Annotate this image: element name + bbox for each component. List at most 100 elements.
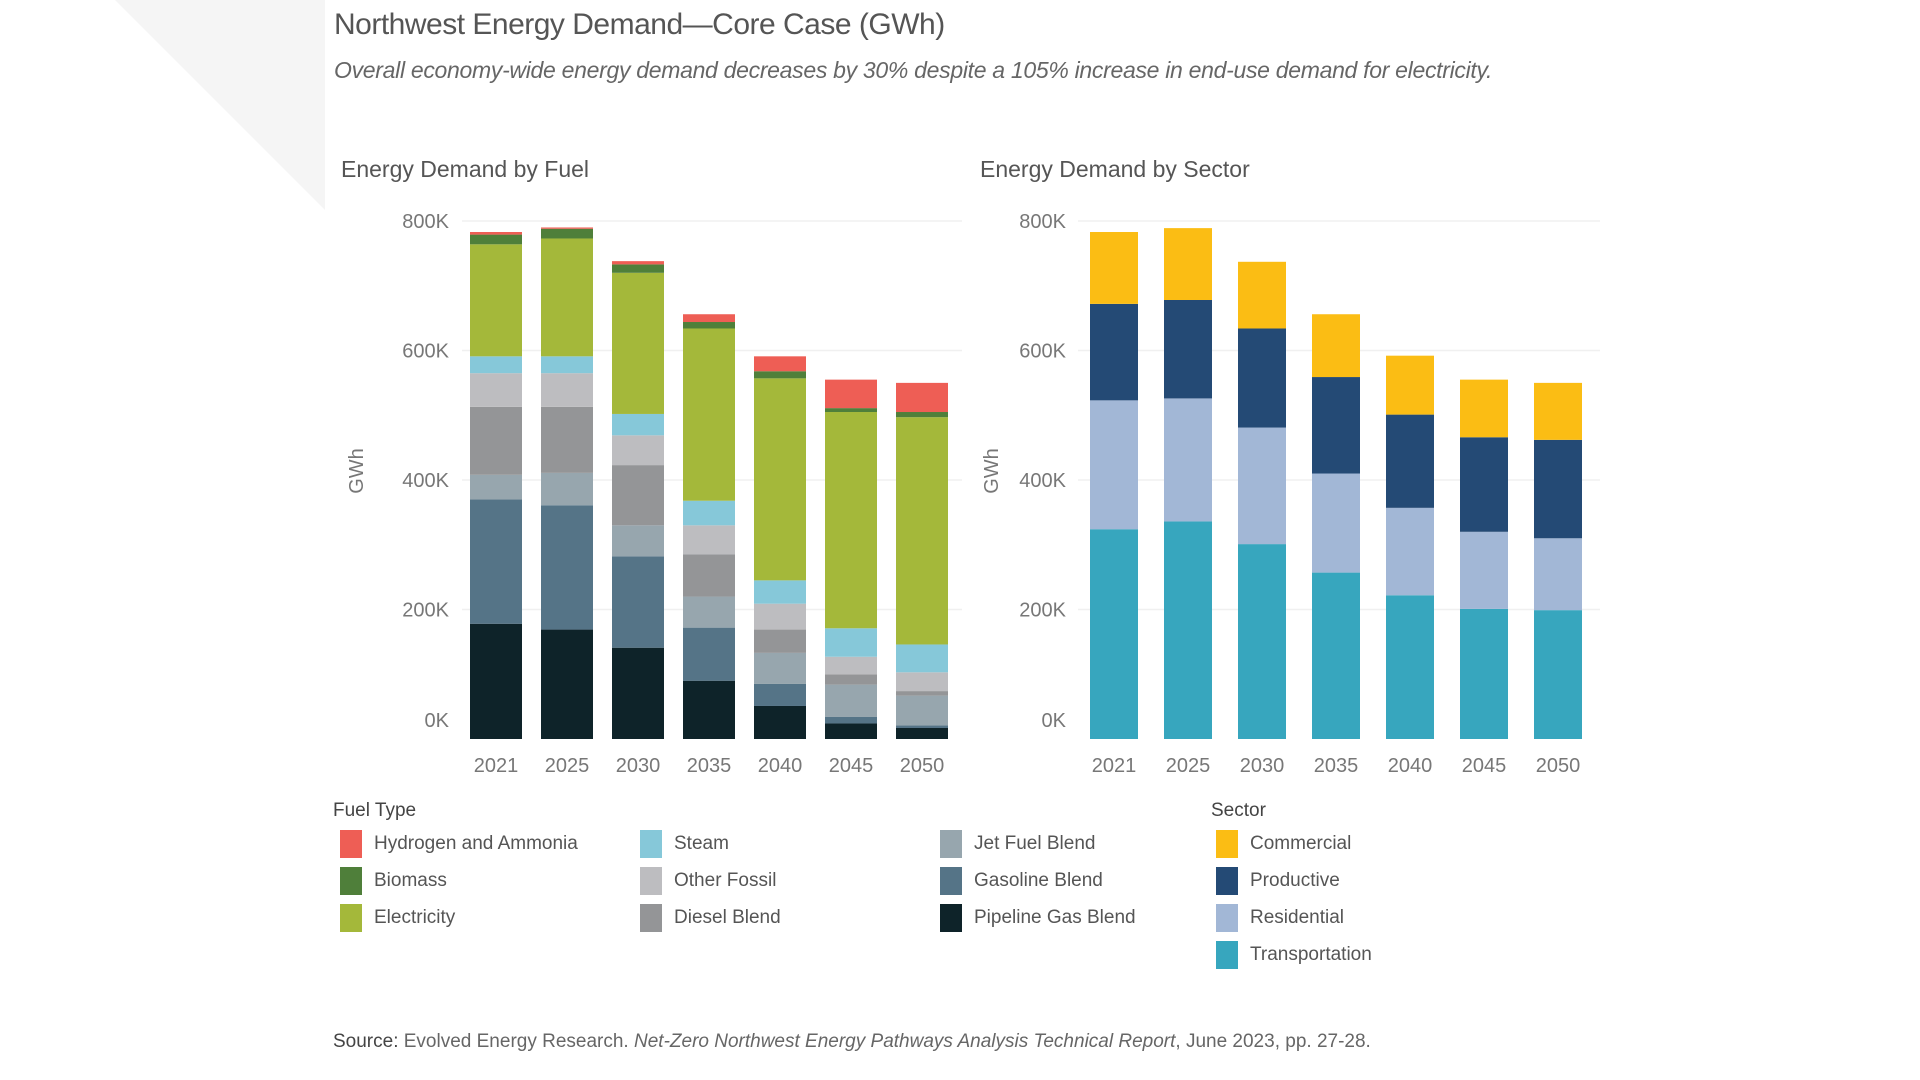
fuel-bar-segment-pipeline-gas-blend[interactable] xyxy=(683,680,735,739)
fuel-bar-segment-electricity[interactable] xyxy=(612,272,664,414)
fuel-bar-segment-biomass[interactable] xyxy=(541,228,593,239)
fuel-bar-segment-gasoline-blend[interactable] xyxy=(825,716,877,724)
fuel-bar-segment-pipeline-gas-blend[interactable] xyxy=(541,629,593,739)
fuel-bar-segment-steam[interactable] xyxy=(612,413,664,436)
fuel-bar-segment-jet-fuel-blend[interactable] xyxy=(470,474,522,500)
sector-bar-segment-transportation[interactable] xyxy=(1534,610,1582,739)
sector-bar-segment-commercial[interactable] xyxy=(1460,379,1508,438)
fuel-bar-segment-diesel-blend[interactable] xyxy=(470,406,522,475)
sector-bar-segment-productive[interactable] xyxy=(1534,439,1582,539)
fuel-bar-segment-other-fossil[interactable] xyxy=(470,373,522,407)
sector-bar-segment-commercial[interactable] xyxy=(1386,355,1434,415)
fuel-bar-segment-electricity[interactable] xyxy=(825,412,877,629)
sector-bar-segment-transportation[interactable] xyxy=(1386,595,1434,739)
fuel-bar-segment-electricity[interactable] xyxy=(541,238,593,357)
fuel-bar-segment-pipeline-gas-blend[interactable] xyxy=(896,727,948,739)
fuel-bar-segment-other-fossil[interactable] xyxy=(612,435,664,466)
sector-legend-item-transportation[interactable]: Transportation xyxy=(1216,941,1372,969)
fuel-bar-segment-pipeline-gas-blend[interactable] xyxy=(612,647,664,739)
fuel-bar-segment-biomass[interactable] xyxy=(470,234,522,245)
fuel-bar-segment-pipeline-gas-blend[interactable] xyxy=(825,723,877,739)
fuel-bar-segment-hydrogen-and-ammonia[interactable] xyxy=(612,261,664,265)
fuel-bar-segment-gasoline-blend[interactable] xyxy=(683,627,735,681)
sector-bar-segment-productive[interactable] xyxy=(1090,303,1138,401)
fuel-bar-segment-jet-fuel-blend[interactable] xyxy=(754,652,806,684)
fuel-bar-segment-steam[interactable] xyxy=(825,628,877,657)
fuel-bar-segment-diesel-blend[interactable] xyxy=(541,406,593,473)
sector-bar-segment-transportation[interactable] xyxy=(1238,544,1286,739)
sector-bar-segment-commercial[interactable] xyxy=(1164,228,1212,300)
fuel-bar-segment-electricity[interactable] xyxy=(754,378,806,581)
sector-bar-segment-productive[interactable] xyxy=(1386,414,1434,508)
sector-bar-segment-residential[interactable] xyxy=(1534,538,1582,611)
sector-legend-item-productive[interactable]: Productive xyxy=(1216,867,1340,895)
sector-bar-segment-productive[interactable] xyxy=(1164,299,1212,399)
fuel-bar-segment-pipeline-gas-blend[interactable] xyxy=(470,623,522,739)
fuel-bar-segment-electricity[interactable] xyxy=(470,244,522,357)
fuel-bar-segment-jet-fuel-blend[interactable] xyxy=(825,684,877,717)
sector-bar-segment-commercial[interactable] xyxy=(1090,232,1138,304)
fuel-bar-segment-jet-fuel-blend[interactable] xyxy=(541,472,593,506)
fuel-bar-segment-diesel-blend[interactable] xyxy=(683,554,735,597)
fuel-legend-item-jet-fuel-blend[interactable]: Jet Fuel Blend xyxy=(940,830,1095,858)
fuel-bar-segment-steam[interactable] xyxy=(470,356,522,374)
fuel-legend-item-gasoline-blend[interactable]: Gasoline Blend xyxy=(940,867,1103,895)
fuel-bar-segment-jet-fuel-blend[interactable] xyxy=(683,596,735,628)
fuel-legend-item-biomass[interactable]: Biomass xyxy=(340,867,447,895)
fuel-bar-segment-gasoline-blend[interactable] xyxy=(541,505,593,630)
fuel-bar-segment-steam[interactable] xyxy=(754,580,806,604)
fuel-bar-segment-biomass[interactable] xyxy=(612,264,664,273)
sector-bar-segment-residential[interactable] xyxy=(1090,400,1138,530)
fuel-bar-segment-hydrogen-and-ammonia[interactable] xyxy=(470,232,522,235)
fuel-bar-segment-gasoline-blend[interactable] xyxy=(896,725,948,728)
fuel-legend-item-hydrogen-and-ammonia[interactable]: Hydrogen and Ammonia xyxy=(340,830,578,858)
sector-bar-segment-transportation[interactable] xyxy=(1090,529,1138,739)
fuel-bar-segment-gasoline-blend[interactable] xyxy=(612,556,664,648)
fuel-bar-segment-electricity[interactable] xyxy=(683,328,735,501)
fuel-bar-segment-other-fossil[interactable] xyxy=(896,672,948,692)
fuel-bar-segment-diesel-blend[interactable] xyxy=(825,674,877,685)
sector-bar-segment-residential[interactable] xyxy=(1386,507,1434,596)
fuel-bar-segment-diesel-blend[interactable] xyxy=(612,465,664,526)
fuel-bar-segment-other-fossil[interactable] xyxy=(825,656,877,675)
fuel-bar-segment-hydrogen-and-ammonia[interactable] xyxy=(541,227,593,229)
fuel-bar-segment-steam[interactable] xyxy=(896,644,948,673)
fuel-bar-segment-diesel-blend[interactable] xyxy=(754,629,806,653)
fuel-bar-segment-hydrogen-and-ammonia[interactable] xyxy=(825,379,877,409)
fuel-bar-segment-steam[interactable] xyxy=(683,500,735,526)
fuel-bar-segment-diesel-blend[interactable] xyxy=(896,691,948,696)
fuel-legend-item-electricity[interactable]: Electricity xyxy=(340,904,455,932)
fuel-legend-item-other-fossil[interactable]: Other Fossil xyxy=(640,867,776,895)
fuel-bar-segment-steam[interactable] xyxy=(541,356,593,374)
fuel-bar-segment-gasoline-blend[interactable] xyxy=(470,499,522,624)
fuel-bar-segment-biomass[interactable] xyxy=(896,412,948,418)
sector-bar-segment-productive[interactable] xyxy=(1238,328,1286,428)
sector-bar-segment-commercial[interactable] xyxy=(1534,382,1582,440)
sector-bar-segment-residential[interactable] xyxy=(1164,398,1212,522)
sector-bar-segment-residential[interactable] xyxy=(1460,531,1508,609)
sector-bar-segment-transportation[interactable] xyxy=(1164,521,1212,739)
fuel-bar-segment-hydrogen-and-ammonia[interactable] xyxy=(683,314,735,323)
fuel-bar-segment-biomass[interactable] xyxy=(825,408,877,413)
sector-bar-segment-residential[interactable] xyxy=(1238,427,1286,545)
sector-bar-segment-residential[interactable] xyxy=(1312,473,1360,573)
fuel-bar-segment-other-fossil[interactable] xyxy=(541,373,593,407)
fuel-bar-segment-gasoline-blend[interactable] xyxy=(754,683,806,706)
sector-bar-segment-transportation[interactable] xyxy=(1312,572,1360,739)
fuel-legend-item-diesel-blend[interactable]: Diesel Blend xyxy=(640,904,781,932)
sector-bar-segment-transportation[interactable] xyxy=(1460,608,1508,739)
fuel-bar-segment-other-fossil[interactable] xyxy=(754,603,806,630)
sector-bar-segment-commercial[interactable] xyxy=(1238,261,1286,329)
fuel-bar-segment-other-fossil[interactable] xyxy=(683,525,735,555)
fuel-bar-segment-electricity[interactable] xyxy=(896,417,948,645)
fuel-bar-segment-jet-fuel-blend[interactable] xyxy=(612,525,664,557)
fuel-bar-segment-hydrogen-and-ammonia[interactable] xyxy=(896,382,948,413)
sector-bar-segment-productive[interactable] xyxy=(1312,377,1360,474)
fuel-bar-segment-biomass[interactable] xyxy=(754,371,806,379)
fuel-bar-segment-jet-fuel-blend[interactable] xyxy=(896,695,948,726)
sector-bar-segment-commercial[interactable] xyxy=(1312,314,1360,378)
sector-legend-item-commercial[interactable]: Commercial xyxy=(1216,830,1351,858)
sector-legend-item-residential[interactable]: Residential xyxy=(1216,904,1344,932)
fuel-bar-segment-pipeline-gas-blend[interactable] xyxy=(754,705,806,739)
fuel-legend-item-pipeline-gas-blend[interactable]: Pipeline Gas Blend xyxy=(940,904,1136,932)
